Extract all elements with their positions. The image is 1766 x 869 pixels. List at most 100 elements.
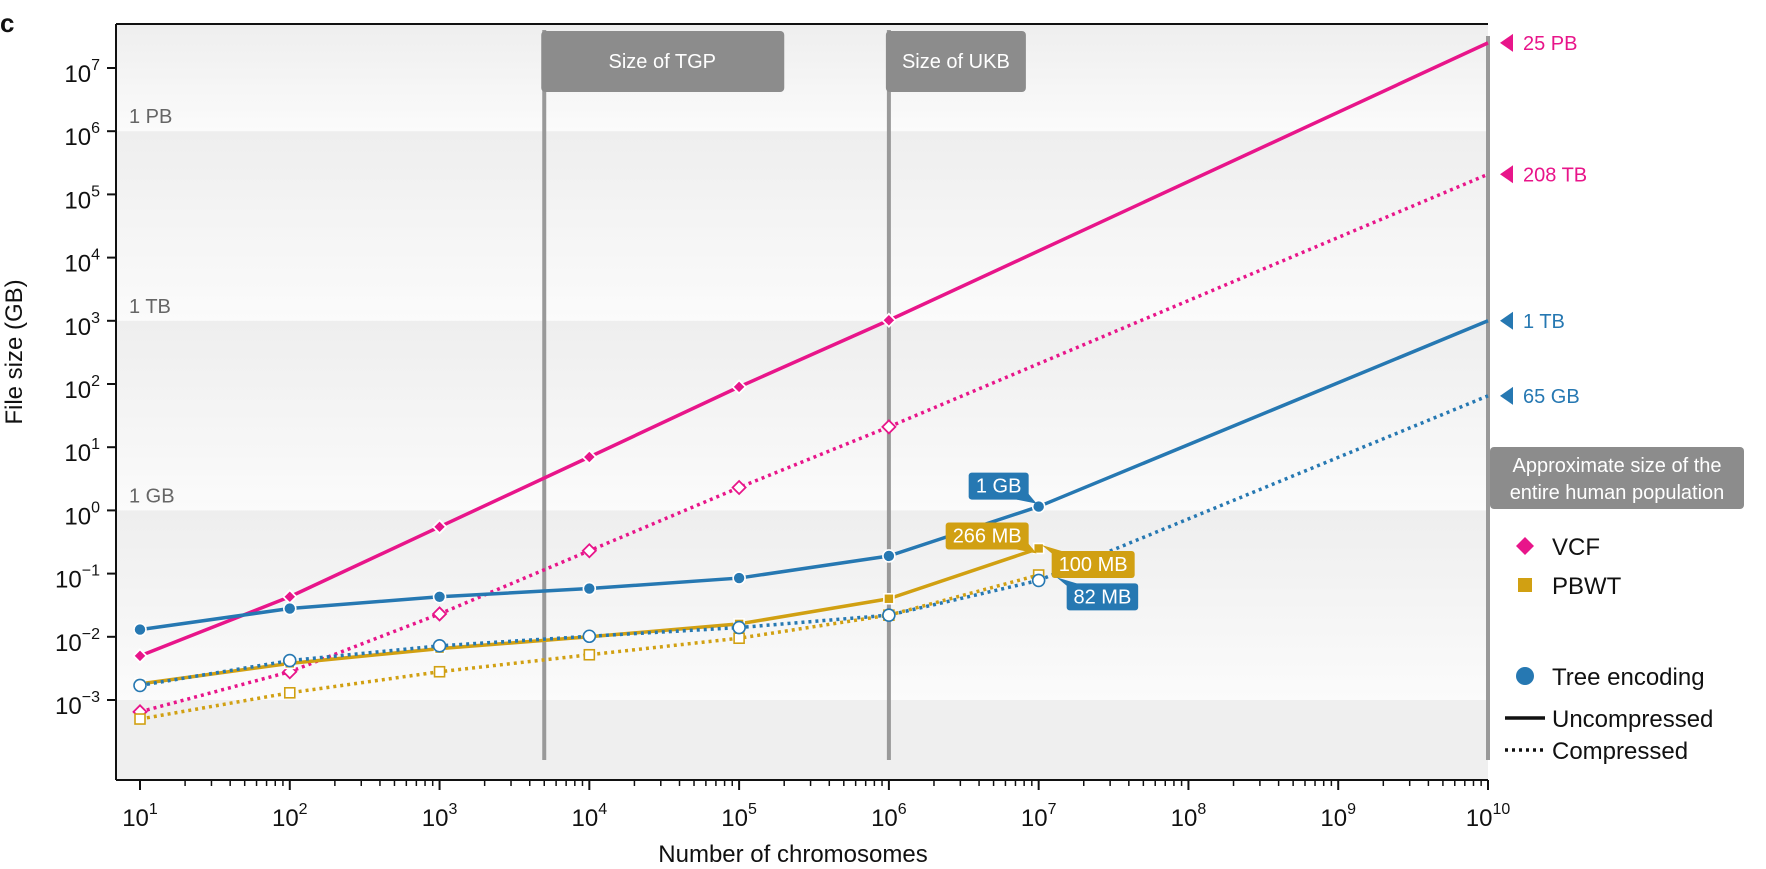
data-point [282, 601, 297, 616]
data-point [732, 620, 746, 635]
data-point [1031, 499, 1046, 514]
x-tick-label: 1010 [1466, 801, 1511, 832]
end-label: 25 PB [1523, 33, 1577, 55]
population-label-line-2: entire human population [1510, 482, 1725, 504]
legend-item-pbwt: PBWT [1518, 573, 1622, 600]
y-tick-label: 104 [64, 247, 100, 278]
ref-label-1gb: 1 GB [129, 485, 175, 507]
legend-label: PBWT [1552, 573, 1622, 600]
data-point [583, 648, 596, 661]
data-point [132, 648, 148, 664]
data-point [731, 479, 747, 496]
data-point [431, 606, 448, 622]
end-label-arrow [1500, 165, 1513, 184]
ukb-label: Size of UKB [902, 51, 1010, 73]
band-4 [116, 700, 1488, 780]
data-point [883, 592, 895, 605]
series-extrapolation-line [888, 41, 1489, 322]
callout-pointer [1016, 491, 1037, 504]
data-point [882, 549, 896, 563]
series-line [139, 425, 890, 714]
callout-label: 1 GB [976, 476, 1022, 498]
callout-box [1051, 551, 1135, 579]
tgp-box [541, 31, 785, 92]
data-point [731, 379, 747, 395]
x-tick-label: 107 [1021, 801, 1057, 832]
callout-label: 82 MB [1074, 586, 1132, 608]
x-tick-label: 103 [422, 801, 458, 832]
data-point [432, 589, 447, 604]
population-label-line-1: Approximate size of the [1513, 455, 1722, 477]
data-point [881, 419, 897, 435]
background-bands [116, 24, 1488, 780]
data-point [882, 608, 896, 622]
legend-label: Compressed [1552, 738, 1688, 765]
legend-item-uncompressed: Uncompressed [1505, 706, 1713, 733]
series-layer [132, 41, 1489, 725]
ref-label-1pb: 1 PB [129, 106, 172, 128]
y-tick-label: 10−2 [55, 626, 100, 657]
end-label-arrow [1500, 311, 1513, 330]
y-tick-label: 10−3 [55, 689, 100, 720]
callout-label: 100 MB [1059, 554, 1128, 576]
ref-label-1tb: 1 TB [129, 296, 171, 318]
band-0 [116, 24, 1488, 132]
population-box [1490, 447, 1744, 509]
series-vcf-uncompressed [132, 41, 1489, 664]
tgp-label: Size of TGP [609, 51, 716, 73]
callouts: 266 MB 100 MB 1 GB 82 MB [945, 472, 1139, 611]
axes: 101 102 103 104 105 106 107 108 109 1010 10−3 10−2 1… [55, 23, 1511, 832]
x-tick-label: 101 [122, 801, 158, 832]
legend-item-vcf: VCF [1516, 534, 1600, 561]
callout-pointer [1016, 541, 1037, 554]
series-tree-encoding-compressed [133, 394, 1489, 693]
legend-symbol-circle [1516, 667, 1534, 685]
data-point [431, 519, 448, 535]
end-label: 208 TB [1523, 164, 1587, 186]
end-labels: 25 PB 208 TB 1 TB 65 GB [1500, 33, 1587, 408]
panel-label: c [0, 8, 14, 38]
data-point [433, 665, 446, 678]
series-tree-encoding-uncompressed [133, 319, 1489, 637]
legend-symbol-square [1518, 578, 1532, 592]
data-point [581, 449, 598, 465]
legend-item-compressed: Compressed [1505, 738, 1688, 765]
end-label: 65 GB [1523, 386, 1580, 408]
band-1 [116, 131, 1488, 321]
x-tick-label: 104 [572, 801, 608, 832]
data-point [733, 632, 745, 645]
data-point [134, 713, 146, 725]
data-point [283, 686, 296, 699]
data-point [133, 622, 147, 637]
callout-pointer [1056, 577, 1077, 588]
x-tick-label: 102 [272, 801, 308, 832]
data-point [1031, 573, 1046, 588]
data-point [432, 639, 447, 653]
y-tick-label: 103 [64, 310, 100, 341]
y-tick-label: 100 [64, 499, 100, 530]
legend-symbol-diamond [1516, 537, 1534, 555]
y-tick-label: 106 [64, 120, 100, 151]
callout-label: 266 MB [953, 525, 1022, 547]
band-2 [116, 320, 1488, 511]
series-line [139, 318, 890, 658]
y-tick-label: 10−1 [55, 563, 100, 594]
legend-label: Tree encoding [1552, 664, 1705, 691]
x-tick-label: 106 [871, 801, 907, 832]
series-extrapolation-line [1037, 319, 1489, 509]
callout-box [945, 522, 1029, 550]
callout-box [968, 472, 1029, 500]
y-tick-label: 101 [64, 436, 100, 467]
x-tick-label: 108 [1171, 801, 1207, 832]
end-label-arrow [1500, 386, 1513, 405]
y-axis-title: File size (GB) [1, 279, 28, 424]
reference-levels: 1 GB 1 TB 1 PB [129, 106, 175, 507]
x-tick-label: 109 [1320, 801, 1356, 832]
data-point [582, 629, 597, 644]
data-point [133, 678, 147, 693]
data-point [732, 571, 746, 585]
x-tick-label: 105 [721, 801, 757, 832]
data-point [581, 542, 598, 559]
legend: VCF PBWT Tree encoding Uncompressed Compress… [1505, 534, 1713, 765]
